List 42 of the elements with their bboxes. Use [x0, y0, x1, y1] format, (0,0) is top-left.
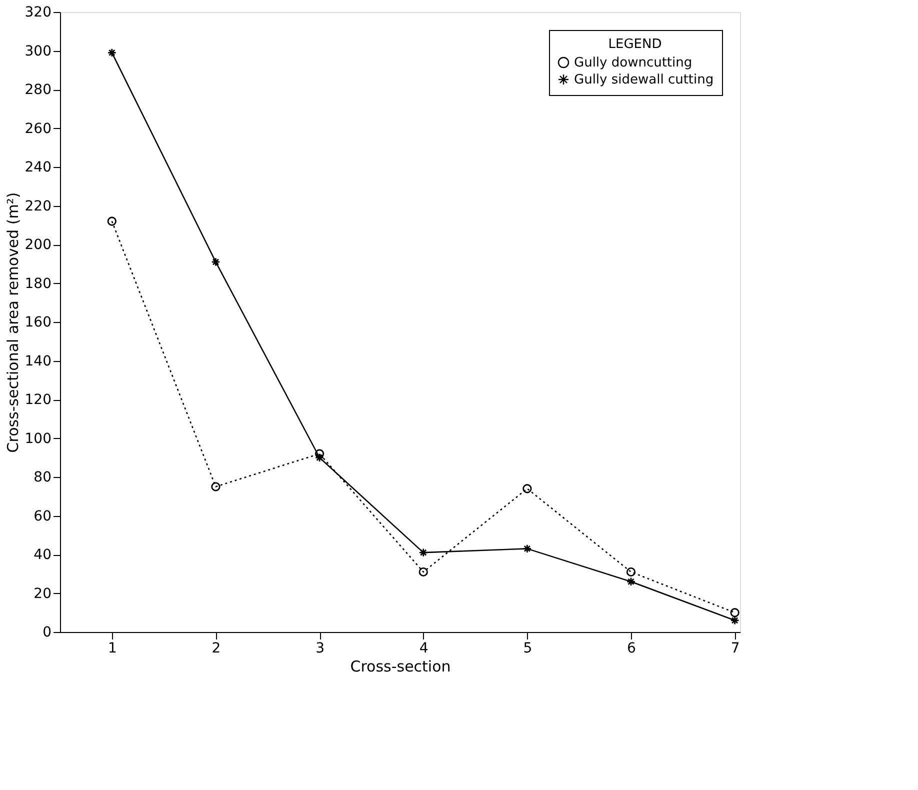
point	[522, 484, 532, 494]
y-tick-label: 320	[24, 4, 52, 20]
point	[314, 453, 324, 462]
x-tick-label: 6	[627, 640, 636, 656]
point	[418, 548, 428, 558]
x-tick-label: 1	[108, 640, 117, 656]
point	[522, 544, 532, 554]
point	[626, 577, 636, 586]
point	[107, 48, 116, 58]
legend-label: Gully downcutting	[574, 56, 692, 70]
x-tick-label: 4	[419, 640, 428, 656]
y-tick-label: 40	[34, 547, 52, 563]
y-tick-label: 220	[24, 198, 52, 214]
y-tick-label: 260	[24, 120, 52, 137]
x-tick-label: 2	[212, 640, 221, 656]
y-tick-label: 240	[24, 160, 52, 176]
y-tick-label: 200	[24, 237, 52, 253]
point	[730, 608, 740, 618]
y-tick-label: 140	[24, 353, 52, 370]
y-tick-label: 0	[42, 624, 52, 640]
x-axis-title: Cross-section	[350, 658, 451, 676]
legend-label: Gully sidewall cutting	[574, 72, 714, 88]
y-tick-label: 100	[24, 430, 52, 447]
x-tick-label: 5	[523, 640, 532, 656]
legend-title: LEGEND	[608, 37, 662, 52]
y-tick-label: 180	[24, 276, 52, 292]
y-tick-label: 300	[24, 43, 52, 60]
y-tick-label: 120	[24, 392, 52, 408]
y-axis-title: Cross-sectional area removed (m²)	[4, 192, 22, 453]
x-tick-label: 3	[316, 640, 325, 656]
y-tick-label: 80	[34, 470, 52, 486]
point	[211, 257, 220, 267]
y-tick-label: 20	[34, 586, 52, 602]
point	[107, 216, 116, 226]
point	[418, 567, 428, 577]
y-tick-label: 60	[34, 508, 52, 524]
point	[626, 567, 636, 577]
point	[211, 482, 220, 492]
y-tick-label: 280	[24, 82, 52, 98]
x-tick-label: 7	[730, 640, 740, 656]
y-tick-label: 160	[24, 314, 52, 330]
point	[314, 449, 324, 458]
